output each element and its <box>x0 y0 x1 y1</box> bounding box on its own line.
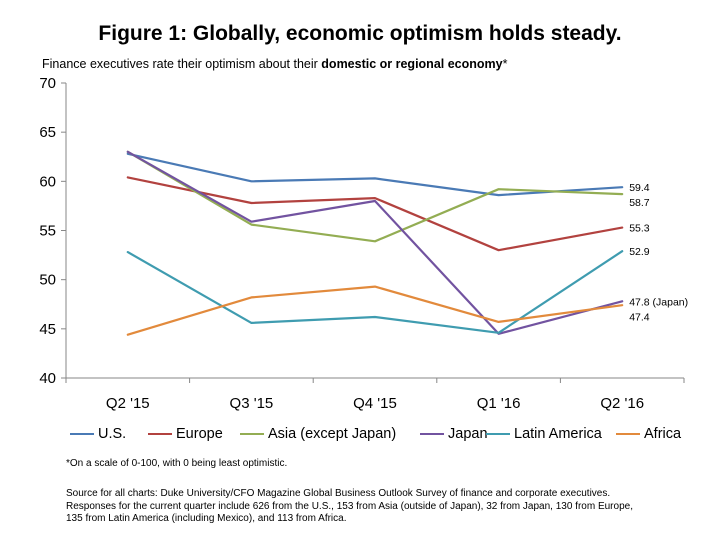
y-tick-label: 50 <box>39 272 56 289</box>
footnote: *On a scale of 0-100, with 0 being least… <box>66 458 288 469</box>
legend-label: Latin America <box>514 426 602 442</box>
x-tick-label: Q2 '16 <box>600 395 644 412</box>
legend-item: Japan <box>420 426 488 442</box>
x-tick-label: Q2 '15 <box>106 395 150 412</box>
legend-label: Japan <box>448 426 488 442</box>
chart-axes: 40 45 50 55 60 65 70 Q2 '15 Q3 '15 Q4 '15 Q1 '16 Q2… <box>39 75 685 412</box>
series-line <box>126 150 624 243</box>
x-tick-label: Q4 '15 <box>353 395 397 412</box>
subtitle-text: Finance executives rate their optimism a… <box>42 57 322 71</box>
x-tick-label: Q1 '16 <box>477 395 521 412</box>
legend-label: Asia (except Japan) <box>268 426 397 442</box>
y-tick-label: 60 <box>39 173 56 190</box>
end-labels-layer: 59.4 58.7 55.3 52.9 47.8 (Japan) 47.4 <box>629 182 688 323</box>
subtitle-asterisk: * <box>502 57 508 71</box>
series-layer <box>126 150 624 336</box>
y-tick-label: 65 <box>39 124 56 141</box>
source-line: Responses for the current quarter includ… <box>66 500 633 512</box>
end-value-label: 47.4 <box>629 311 650 323</box>
legend-item: U.S. <box>70 426 126 442</box>
source-line: 135 from Latin America (including Mexico… <box>66 513 347 524</box>
x-tick-label: Q3 '15 <box>230 395 274 412</box>
y-tick-label: 40 <box>39 370 56 387</box>
end-value-label: 52.9 <box>629 246 650 258</box>
end-value-label: 59.4 <box>629 182 650 194</box>
series-line <box>126 152 624 197</box>
line-chart: 40 45 50 55 60 65 70 Q2 '15 Q3 '15 Q4 '15 Q1 '16 Q2… <box>39 75 688 412</box>
series-line <box>126 250 624 334</box>
y-tick-label: 45 <box>39 321 56 338</box>
legend-label: U.S. <box>98 426 127 442</box>
legend-swatch <box>420 433 444 435</box>
legend-swatch <box>240 433 264 435</box>
chart-subtitle: Finance executives rate their optimism a… <box>42 57 507 71</box>
end-value-label: 47.8 (Japan) <box>629 296 688 308</box>
legend-label: Africa <box>644 426 682 442</box>
end-value-label: 55.3 <box>629 223 650 235</box>
legend-item: Asia (except Japan) <box>240 426 396 442</box>
legend-label: Europe <box>176 426 223 442</box>
legend-swatch <box>148 433 172 435</box>
legend-item: Latin America <box>486 426 602 442</box>
legend-swatch <box>70 433 94 435</box>
series-line <box>126 285 624 336</box>
chart-title: Figure 1: Globally, economic optimism ho… <box>98 22 622 45</box>
end-value-label: 58.7 <box>629 197 650 209</box>
subtitle-emphasis: domestic or regional economy <box>321 57 503 71</box>
y-tick-label: 70 <box>39 75 56 92</box>
source-line: Source for all charts: Duke University/C… <box>66 488 611 499</box>
legend-swatch <box>616 433 640 435</box>
legend-swatch <box>486 433 510 435</box>
series-line <box>126 176 624 252</box>
series-line <box>126 150 624 335</box>
legend-item: Europe <box>148 426 223 442</box>
source-note: Source for all charts: Duke University/C… <box>66 488 666 526</box>
y-tick-label: 55 <box>39 223 56 240</box>
legend-item: Africa <box>616 426 681 442</box>
